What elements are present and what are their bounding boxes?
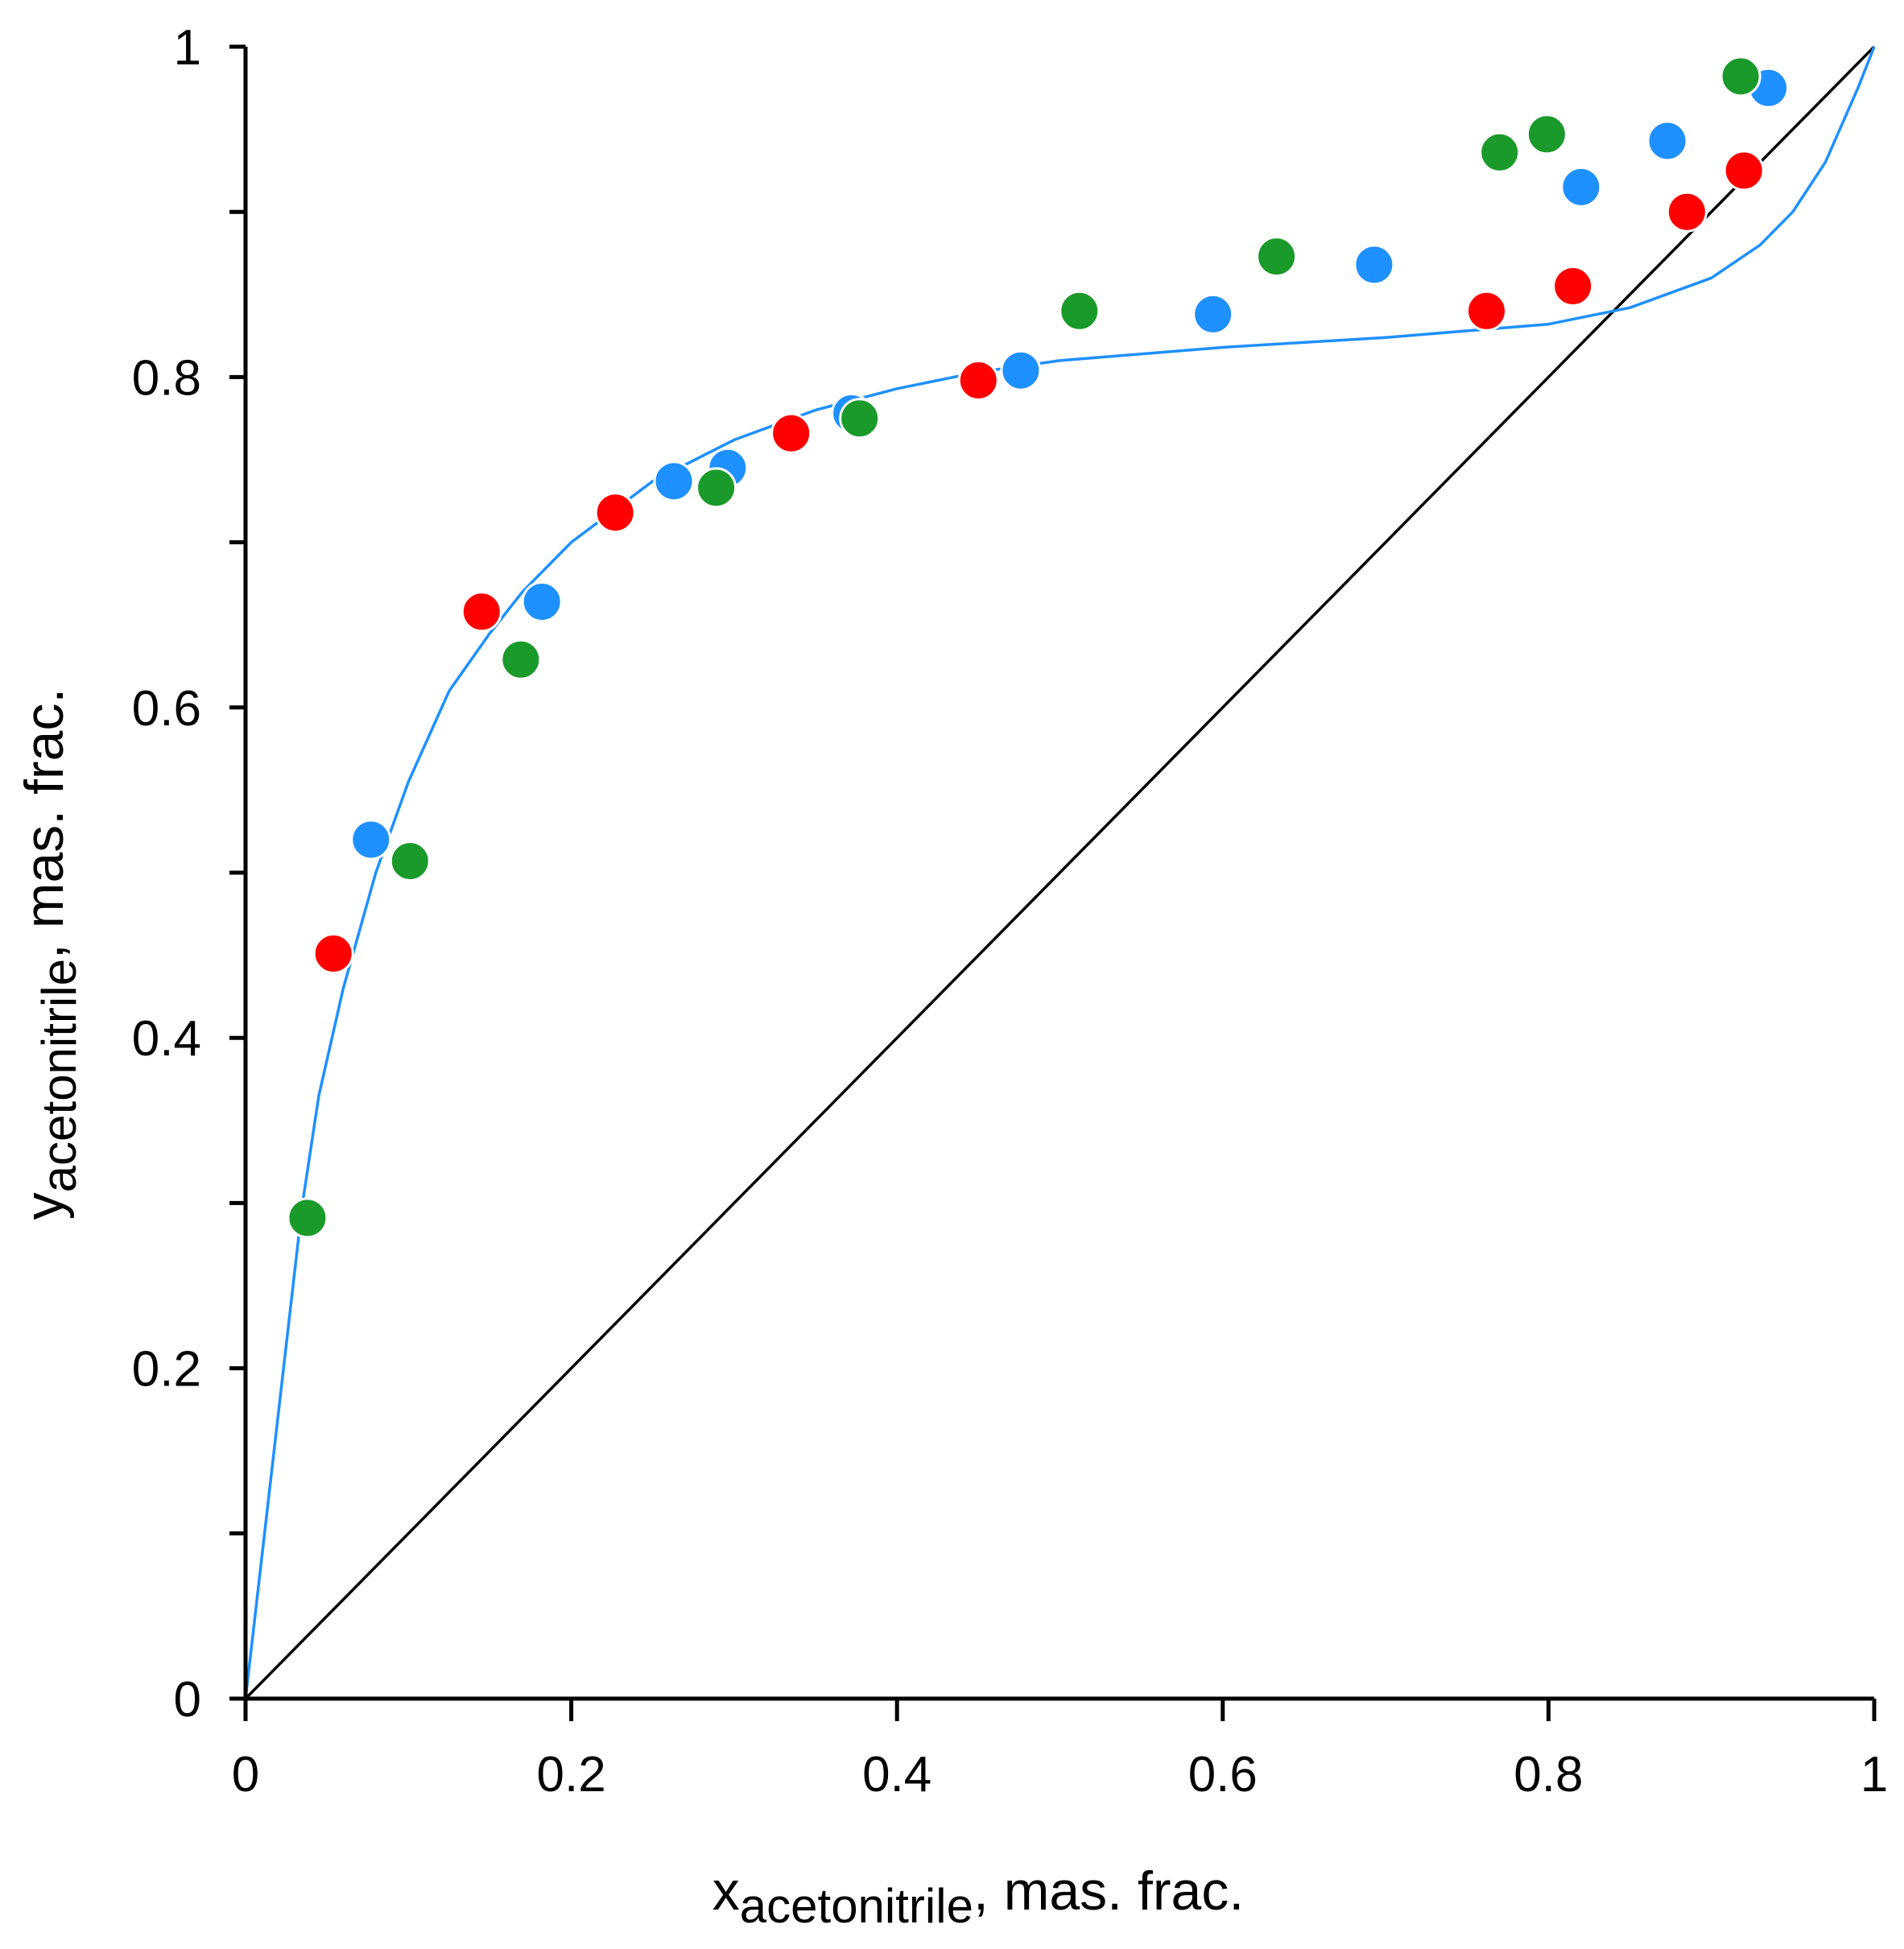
point-green (1720, 56, 1762, 97)
point-green (1526, 114, 1567, 155)
point-red (312, 933, 354, 974)
y-tick-label: 0.8 (132, 350, 201, 406)
point-red (1466, 290, 1507, 332)
point-blue (1000, 349, 1042, 391)
point-red (770, 412, 812, 454)
x-axis-title: xacetonitrile, mas. frac. (712, 1860, 1244, 1933)
y-tick-label: 1 (174, 20, 201, 76)
y-axis-title-main: y (14, 1192, 75, 1220)
y-axis-title-subscript: acetonitrile (32, 959, 86, 1192)
point-green (1479, 131, 1521, 173)
chart-points (287, 56, 1789, 1239)
x-tick-label: 0 (232, 1747, 259, 1802)
x-tick-label: 0.2 (536, 1747, 605, 1802)
line-diagonal (244, 45, 1876, 1700)
point-green (389, 840, 431, 882)
point-green (1059, 290, 1101, 332)
point-blue (521, 581, 563, 622)
point-green (839, 398, 881, 440)
point-red (957, 360, 999, 401)
point-green (696, 467, 737, 509)
y-tick-label: 0 (174, 1672, 201, 1728)
x-axis-title-subscript: acetonitrile (740, 1879, 973, 1933)
point-red (1723, 150, 1765, 192)
point-blue (350, 819, 392, 861)
x-tick-label: 1 (1861, 1747, 1888, 1802)
point-blue (1646, 120, 1688, 162)
point-red (594, 492, 636, 534)
point-blue (1192, 293, 1234, 335)
point-blue (1560, 166, 1602, 208)
point-green (500, 638, 542, 680)
x-tick-label: 0.4 (862, 1747, 931, 1802)
x-axis-title-main: x (712, 1860, 740, 1922)
x-tick-label: 0.8 (1514, 1747, 1583, 1802)
point-green (1256, 236, 1298, 278)
point-blue (1353, 244, 1395, 286)
x-axis-title-suffix: , mas. frac. (973, 1860, 1244, 1922)
point-green (287, 1197, 328, 1239)
x-tick-label: 0.6 (1188, 1747, 1258, 1802)
y-tick-label: 0.6 (132, 681, 201, 737)
y-tick-label: 0.4 (132, 1011, 201, 1067)
point-red (461, 591, 502, 633)
y-axis-title: yacetonitrile, mas. frac. (14, 688, 86, 1220)
point-blue (653, 460, 695, 502)
chart-ticks: 0 0.2 0.4 0.6 0.8 1 0 0.2 0.4 0.6 0.8 1 (132, 20, 1888, 1802)
y-tick-label: 0.2 (132, 1342, 201, 1398)
chart-lines (244, 45, 1876, 1700)
point-red (1666, 191, 1708, 233)
y-axis-title-suffix: , mas. frac. (14, 688, 75, 959)
point-red (1552, 266, 1594, 307)
